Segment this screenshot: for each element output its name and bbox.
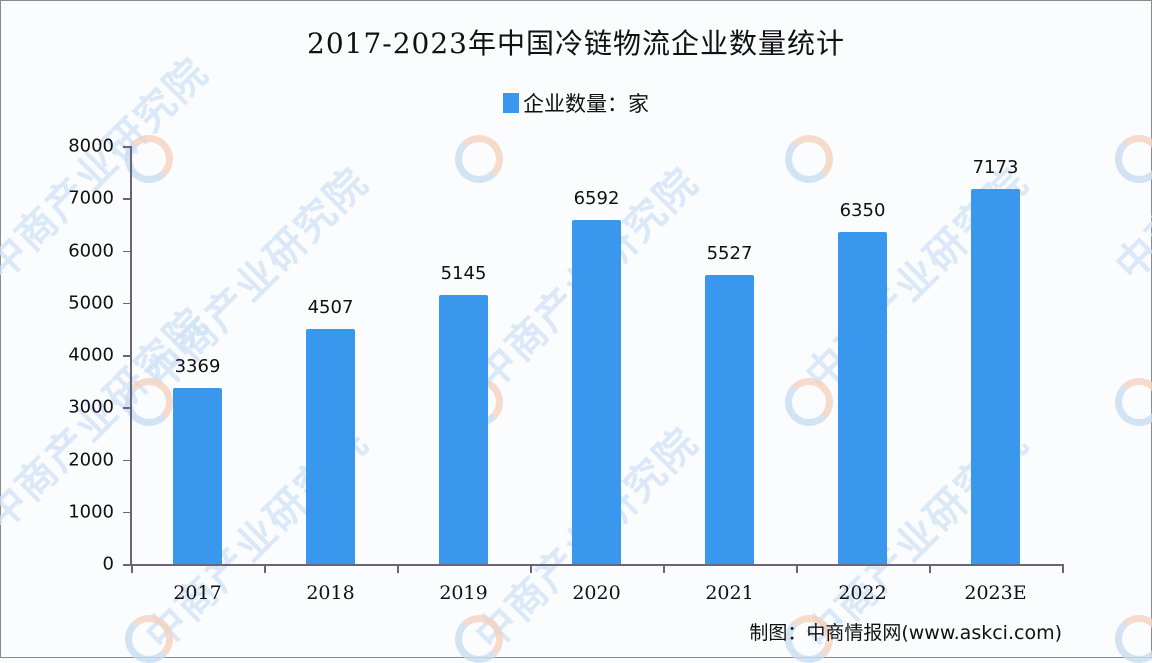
bar-2020 <box>572 219 621 564</box>
bar-2021 <box>705 275 754 564</box>
x-tick <box>929 564 931 573</box>
x-tick-label: 2023E <box>964 582 1027 604</box>
legend-label: 企业数量：家 <box>523 92 649 116</box>
bar-value-label: 6592 <box>573 187 620 209</box>
y-tick-label: 0 <box>102 553 114 575</box>
y-tick-label: 3000 <box>68 396 114 418</box>
chart-title: 2017-2023年中国冷链物流企业数量统计 <box>307 27 845 60</box>
x-tick-label: 2021 <box>705 582 754 604</box>
bar-value-label: 4507 <box>307 296 354 318</box>
x-tick <box>1062 564 1064 573</box>
y-tick <box>123 407 131 409</box>
bar-value-label: 6350 <box>839 200 886 222</box>
x-tick <box>131 564 133 573</box>
x-tick-label: 2022 <box>838 582 887 604</box>
y-tick-label: 8000 <box>68 135 114 157</box>
x-tick-label: 2018 <box>306 582 355 604</box>
x-tick-label: 2019 <box>439 582 488 604</box>
bar-2018 <box>306 328 355 564</box>
y-tick-label: 5000 <box>68 292 114 314</box>
y-tick-label: 7000 <box>68 187 114 209</box>
x-tick <box>397 564 399 573</box>
x-tick <box>663 564 665 573</box>
y-tick <box>123 564 131 566</box>
bar-2022 <box>838 232 887 564</box>
source-credit: 制图：中商情报网(www.askci.com) <box>749 622 1062 644</box>
y-tick <box>123 198 131 200</box>
bar-2023E <box>971 189 1020 564</box>
bar-2017 <box>173 387 222 564</box>
legend-swatch-icon <box>503 93 519 113</box>
y-tick <box>123 355 131 357</box>
x-tick <box>530 564 532 573</box>
bar-2019 <box>439 295 488 564</box>
y-tick-label: 6000 <box>68 240 114 261</box>
x-tick <box>796 564 798 573</box>
y-tick <box>123 302 131 305</box>
bar-value-label: 3369 <box>174 355 221 377</box>
x-axis <box>123 564 1063 566</box>
y-tick <box>123 459 131 461</box>
y-tick-label: 2000 <box>68 449 114 470</box>
x-tick-label: 2020 <box>572 582 621 604</box>
y-tick-label: 4000 <box>68 344 114 366</box>
chart-legend: 企业数量：家 <box>0 88 1152 118</box>
bar-value-label: 5527 <box>706 243 753 265</box>
y-tick-label: 1000 <box>68 501 114 523</box>
y-tick <box>123 511 131 514</box>
x-tick-label: 2017 <box>173 582 222 604</box>
bar-value-label: 5145 <box>440 263 487 285</box>
y-tick <box>123 146 131 148</box>
y-tick <box>123 250 131 252</box>
bar-value-label: 7173 <box>972 157 1019 179</box>
x-tick <box>264 564 266 573</box>
